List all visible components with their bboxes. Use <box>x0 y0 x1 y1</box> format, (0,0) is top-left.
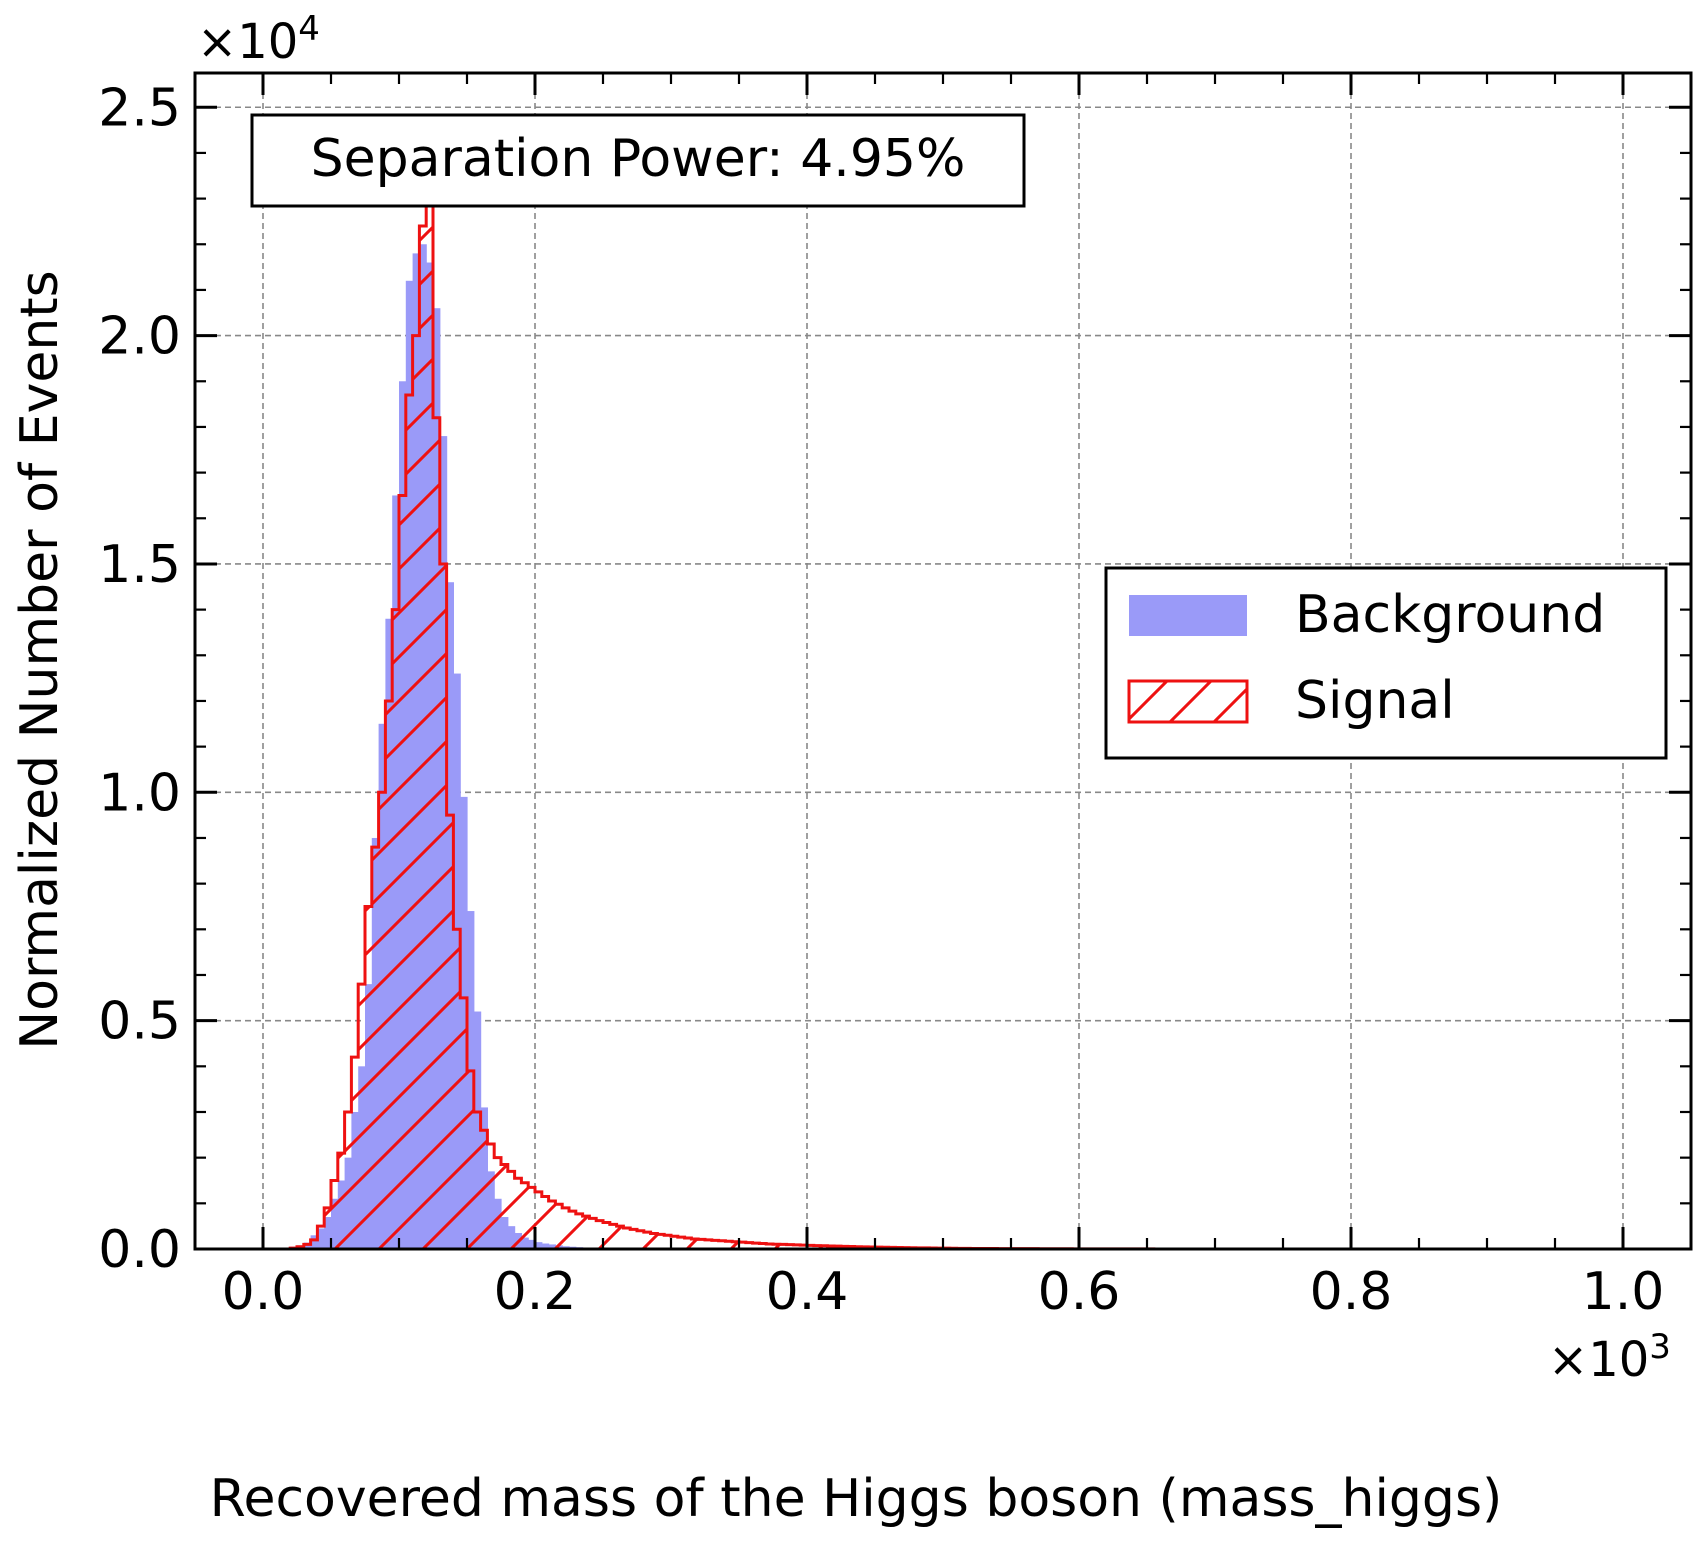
x-tick-label: 0.2 <box>494 1262 577 1322</box>
x-axis-label: Recovered mass of the Higgs boson (mass_… <box>210 1469 1503 1529</box>
y-tick-label: 2.0 <box>98 307 181 367</box>
x-tick-labels: 0.0 0.2 0.4 0.6 0.8 1.0 <box>222 1262 1665 1322</box>
y-tick-label: 0.0 <box>98 1220 181 1280</box>
legend-background-label: Background <box>1295 585 1605 645</box>
y-scale-multiplier: ×104 <box>197 9 320 70</box>
legend-signal-swatch <box>1127 679 1249 724</box>
signal-histogram <box>288 197 1176 1249</box>
y-axis-label: Normalized Number of Events <box>10 270 70 1050</box>
y-tick-label: 0.5 <box>98 992 181 1052</box>
x-tick-label: 0.0 <box>222 1262 305 1322</box>
y-tick-label: 2.5 <box>98 78 181 138</box>
legend-signal-label: Signal <box>1295 671 1455 731</box>
legend-background-swatch <box>1129 595 1247 636</box>
grid-lines <box>195 73 1691 1250</box>
x-scale-multiplier: ×103 <box>1548 1327 1671 1388</box>
x-tick-label: 1.0 <box>1582 1262 1665 1322</box>
annotation-box <box>250 113 1026 208</box>
axis-ticks <box>193 73 1693 1251</box>
y-tick-labels: 0.0 0.5 1.0 1.5 2.0 2.5 <box>98 78 181 1280</box>
separation-power-annotation: Separation Power: 4.95% <box>311 129 966 189</box>
legend: Background Signal <box>1104 566 1668 760</box>
x-tick-label: 0.8 <box>1310 1262 1393 1322</box>
x-tick-label: 0.4 <box>766 1262 849 1322</box>
signal-hatch-fill <box>290 198 1175 1249</box>
y-tick-label: 1.5 <box>98 535 181 595</box>
x-tick-label: 0.6 <box>1038 1262 1121 1322</box>
y-tick-label: 1.0 <box>98 763 181 823</box>
